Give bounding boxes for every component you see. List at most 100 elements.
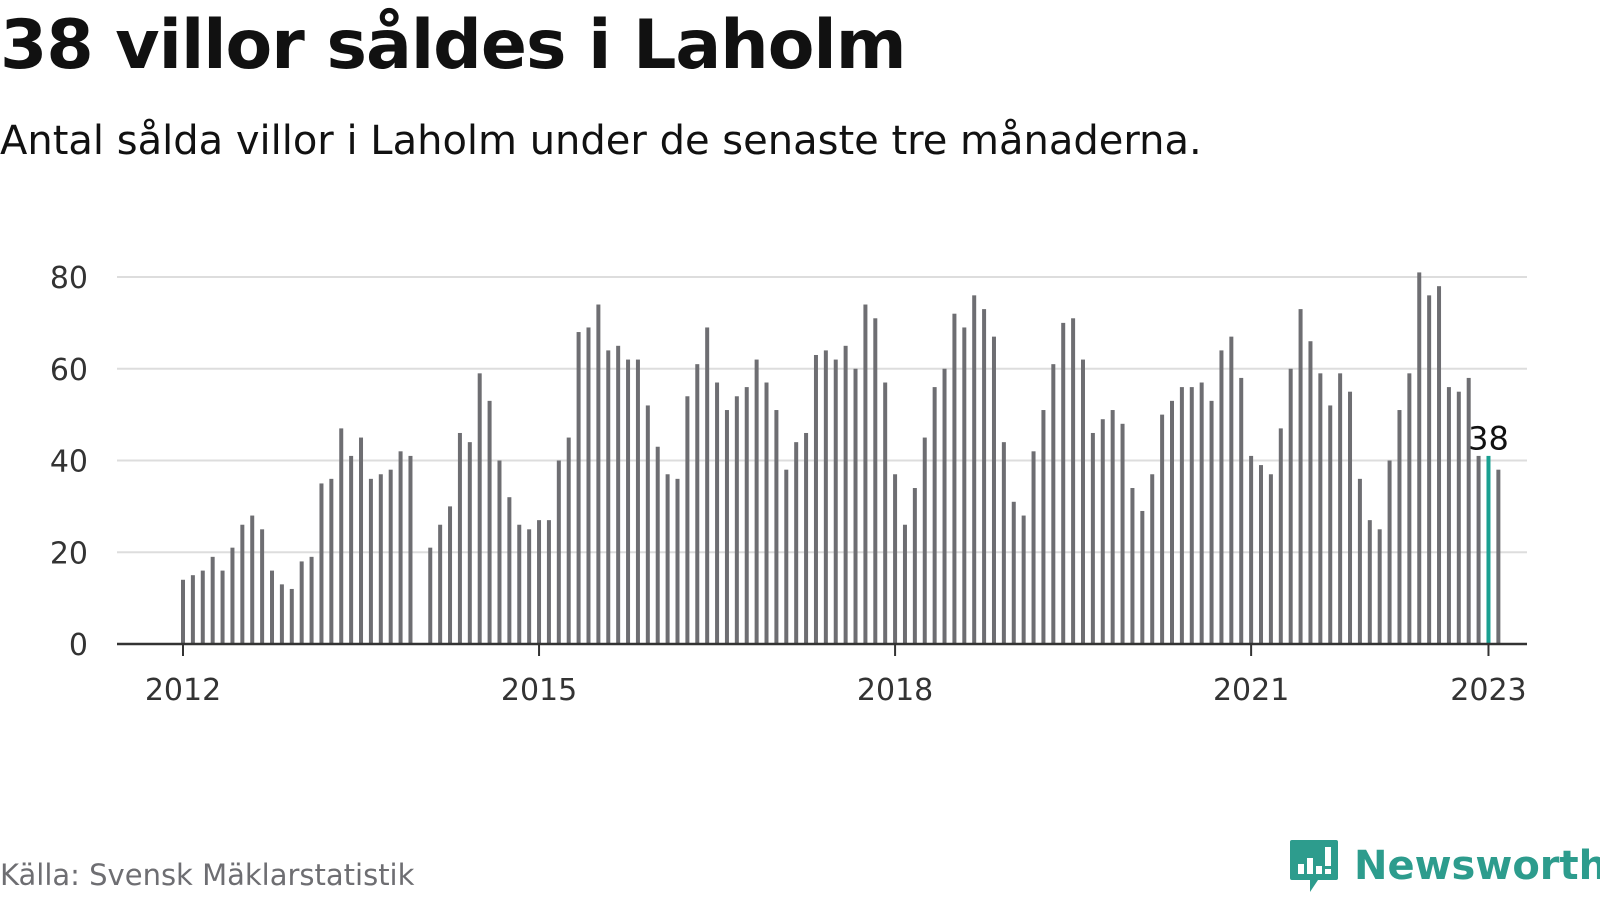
y-tick-label: 40: [50, 445, 88, 480]
bar: [1090, 432, 1095, 644]
y-tick-label: 80: [50, 261, 88, 296]
bar: [309, 556, 314, 644]
bar: [359, 437, 364, 644]
bar: [329, 478, 334, 644]
bar: [388, 469, 393, 644]
gridlines: [117, 276, 1527, 554]
bar: [1348, 391, 1353, 644]
bar: [1249, 455, 1254, 644]
bar: [1328, 405, 1333, 644]
bar: [833, 359, 838, 644]
bar: [260, 529, 265, 644]
bar: [517, 524, 522, 644]
x-tick-label: 2015: [501, 673, 577, 708]
bar: [1268, 474, 1273, 644]
bar: [507, 497, 512, 644]
bar: [398, 451, 403, 644]
bar: [823, 350, 828, 644]
bar: [626, 359, 631, 644]
bar: [734, 396, 739, 644]
bar: [1466, 377, 1471, 644]
bar: [883, 382, 888, 644]
bar: [606, 350, 611, 644]
bar: [1338, 373, 1343, 644]
brand-name: Newsworthy: [1354, 843, 1600, 889]
bar: [1189, 387, 1194, 644]
bar: [962, 327, 967, 644]
x-tick-label: 2021: [1213, 673, 1289, 708]
bar: [1417, 272, 1422, 644]
bar: [1229, 336, 1234, 644]
bar: [675, 478, 680, 644]
bar: [635, 359, 640, 644]
bar: [685, 396, 690, 644]
bar: [1308, 341, 1313, 644]
bar: [200, 570, 205, 644]
y-tick-label: 60: [50, 353, 88, 388]
bar: [1071, 318, 1076, 644]
bar: [1446, 387, 1451, 644]
bar: [1298, 309, 1303, 644]
bar: [408, 455, 413, 644]
bar: [576, 332, 581, 644]
bar: [527, 529, 532, 644]
bar: [932, 387, 937, 644]
bar: [1377, 529, 1382, 644]
chart-subtitle: Antal sålda villor i Laholm under de sen…: [0, 118, 1202, 164]
bar: [220, 570, 225, 644]
bar: [705, 327, 710, 644]
bar: [1397, 410, 1402, 644]
bar: [991, 336, 996, 644]
bar: [1140, 510, 1145, 644]
bar: [1120, 423, 1125, 644]
bar: [230, 547, 235, 644]
bar: [952, 313, 957, 644]
bar: [863, 304, 868, 644]
bar: [902, 524, 907, 644]
bar: [210, 556, 215, 644]
bar: [566, 437, 571, 644]
bar: [586, 327, 591, 644]
bar: [922, 437, 927, 644]
bar: [1357, 478, 1362, 644]
bar: [873, 318, 878, 644]
bar: [843, 345, 848, 644]
bar: [695, 364, 700, 644]
bar: [339, 428, 344, 644]
chart-title: 38 villor såldes i Laholm: [0, 6, 907, 85]
bar: [319, 483, 324, 644]
highlight-bar: [1486, 455, 1491, 644]
bar: [804, 432, 809, 644]
bar: [240, 524, 245, 644]
bar: [1011, 501, 1016, 644]
bar: [972, 295, 977, 644]
bar: [289, 588, 294, 644]
bar: [853, 368, 858, 644]
bar: [1110, 410, 1115, 644]
bar: [794, 442, 799, 644]
bar: [457, 432, 462, 644]
bar: [1239, 377, 1244, 644]
bar: [1318, 373, 1323, 644]
bar: [438, 524, 443, 644]
labels: 0 20 40 60 80 2012 2015 2018 2021 2023 38: [50, 261, 1527, 708]
bar: [428, 547, 433, 644]
bar: [378, 474, 383, 644]
bar: [1051, 364, 1056, 644]
bar: [1100, 419, 1105, 644]
data-label: 38: [1468, 420, 1509, 458]
bar: [715, 382, 720, 644]
bar: [279, 584, 284, 644]
bar: [1456, 391, 1461, 644]
bar: [467, 442, 472, 644]
bar: [1288, 368, 1293, 644]
bar: [1150, 474, 1155, 644]
bar: [546, 520, 551, 644]
bar: [764, 382, 769, 644]
bar: [645, 405, 650, 644]
brand-logo[interactable]: Newsworthy: [1288, 838, 1600, 894]
bar: [596, 304, 601, 644]
bars: [181, 272, 1501, 645]
bar: [784, 469, 789, 644]
bar: [1259, 465, 1264, 644]
